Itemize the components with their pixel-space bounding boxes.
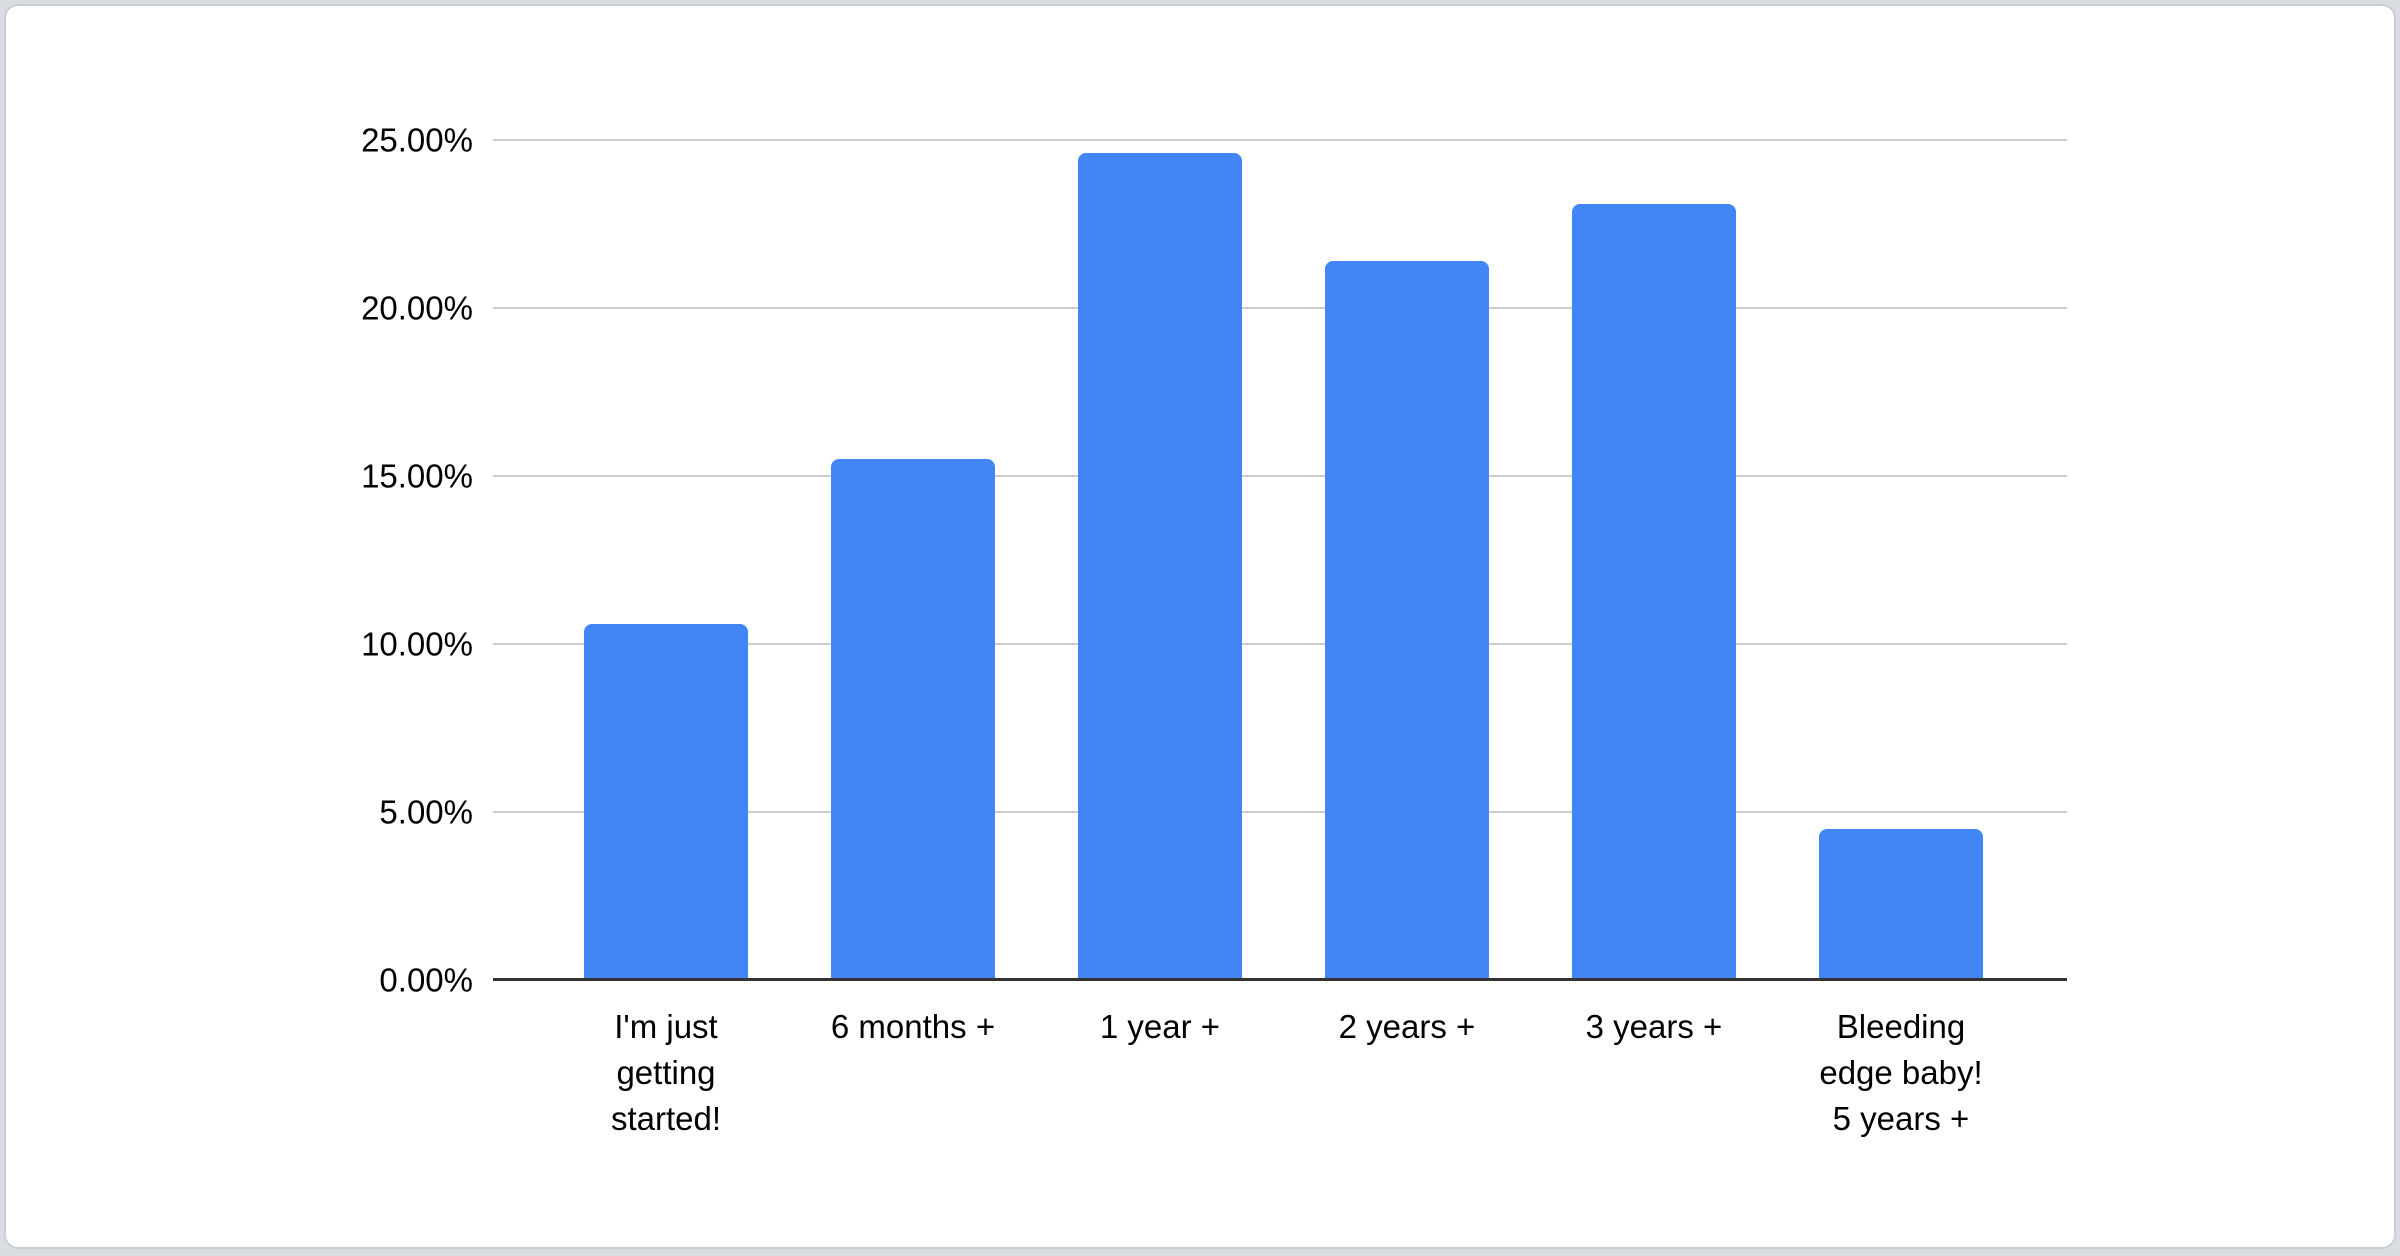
y-axis-tick-label: 15.00% xyxy=(361,457,473,495)
gridline xyxy=(493,475,2067,477)
x-axis-category-label: 1 year + xyxy=(1010,1004,1310,1050)
x-axis-category-label-line: 2 years + xyxy=(1338,1008,1476,1045)
chart-card: 0.00% 5.00% 10.00% 15.00% 20.00% 25.00% I'm j… xyxy=(4,4,2396,1249)
y-axis-tick-label: 25.00% xyxy=(361,121,473,159)
bar xyxy=(1819,828,1983,980)
gridline xyxy=(493,307,2067,309)
x-axis-category-label-line: I'm just xyxy=(614,1008,718,1045)
x-axis-category-label-line: 1 year + xyxy=(1099,1008,1221,1045)
gridline xyxy=(493,643,2067,645)
x-axis-category-label-line: Bleeding xyxy=(1836,1008,1966,1045)
bar xyxy=(1325,260,1489,980)
bar xyxy=(1572,203,1736,980)
y-axis-tick-label: 0.00% xyxy=(379,961,473,999)
y-axis-tick-label: 10.00% xyxy=(361,625,473,663)
bar xyxy=(1078,153,1242,980)
x-axis-category-label: I'm just getting started! xyxy=(516,1004,816,1142)
bar xyxy=(831,459,995,980)
x-axis-line xyxy=(493,978,2067,981)
x-axis-category-label-line: edge baby! xyxy=(1819,1054,1983,1091)
x-axis-category-label: 2 years + xyxy=(1257,1004,1557,1050)
x-axis-category-label-line: getting xyxy=(616,1054,716,1091)
x-axis-category-label-line: 6 months + xyxy=(830,1008,996,1045)
x-axis-category-label: 6 months + xyxy=(763,1004,1063,1050)
y-axis-tick-label: 5.00% xyxy=(379,793,473,831)
gridline xyxy=(493,139,2067,141)
y-axis-tick-label: 20.00% xyxy=(361,289,473,327)
x-axis-category-label-line: 5 years + xyxy=(1832,1100,1970,1137)
bar xyxy=(584,623,748,980)
x-axis-category-label-line: started! xyxy=(610,1100,722,1137)
x-axis-category-label-line: 3 years + xyxy=(1585,1008,1723,1045)
gridline xyxy=(493,811,2067,813)
x-axis-category-label: Bleeding edge baby! 5 years + xyxy=(1751,1004,2051,1142)
x-axis-category-label: 3 years + xyxy=(1504,1004,1804,1050)
